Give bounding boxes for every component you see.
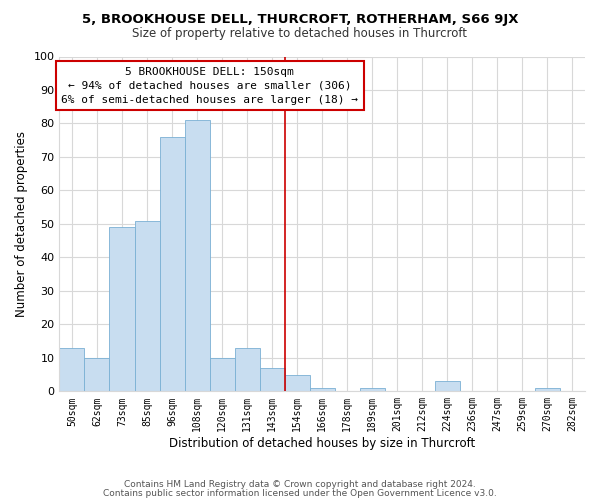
Bar xyxy=(310,388,335,392)
Bar xyxy=(260,368,284,392)
Bar xyxy=(235,348,260,392)
Bar xyxy=(360,388,385,392)
Text: Size of property relative to detached houses in Thurcroft: Size of property relative to detached ho… xyxy=(133,28,467,40)
X-axis label: Distribution of detached houses by size in Thurcroft: Distribution of detached houses by size … xyxy=(169,437,475,450)
Text: Contains HM Land Registry data © Crown copyright and database right 2024.: Contains HM Land Registry data © Crown c… xyxy=(124,480,476,489)
Bar xyxy=(85,358,109,392)
Bar xyxy=(134,220,160,392)
Y-axis label: Number of detached properties: Number of detached properties xyxy=(15,131,28,317)
Text: 5 BROOKHOUSE DELL: 150sqm
← 94% of detached houses are smaller (306)
6% of semi-: 5 BROOKHOUSE DELL: 150sqm ← 94% of detac… xyxy=(61,66,358,104)
Bar xyxy=(435,382,460,392)
Bar xyxy=(535,388,560,392)
Bar xyxy=(160,137,185,392)
Bar xyxy=(209,358,235,392)
Bar xyxy=(109,228,134,392)
Bar xyxy=(185,120,209,392)
Text: Contains public sector information licensed under the Open Government Licence v3: Contains public sector information licen… xyxy=(103,488,497,498)
Bar xyxy=(59,348,85,392)
Bar xyxy=(284,374,310,392)
Text: 5, BROOKHOUSE DELL, THURCROFT, ROTHERHAM, S66 9JX: 5, BROOKHOUSE DELL, THURCROFT, ROTHERHAM… xyxy=(82,12,518,26)
